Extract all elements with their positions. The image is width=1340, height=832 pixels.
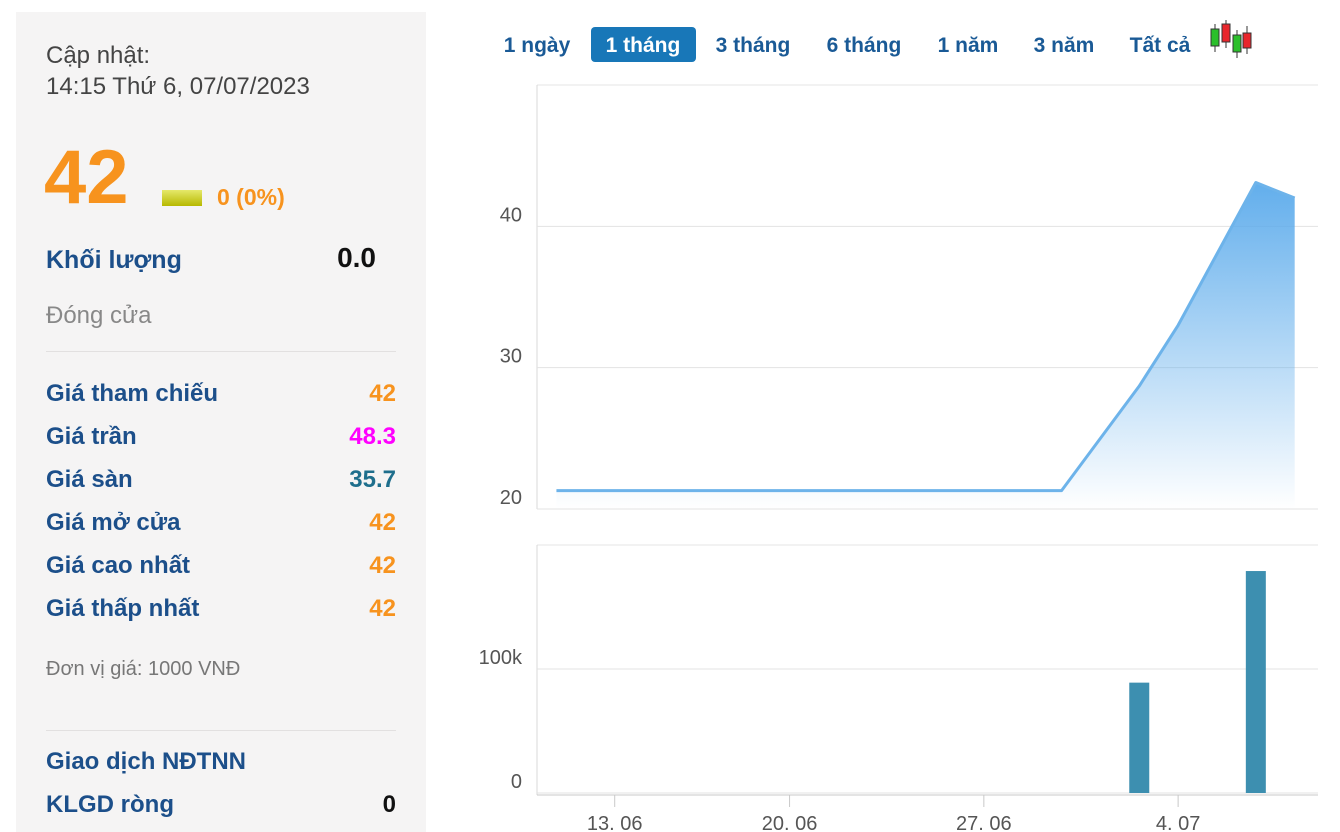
tab[interactable]: 6 tháng bbox=[827, 34, 902, 57]
row-label: Giá thấp nhất bbox=[46, 595, 200, 622]
y-tick-label: 20 bbox=[500, 487, 522, 509]
row-label: Giá mở cửa bbox=[46, 509, 181, 536]
net-value: 0 bbox=[382, 791, 396, 818]
price-line bbox=[556, 181, 1296, 493]
volume-bar bbox=[1245, 571, 1266, 793]
row-value: 42 bbox=[369, 509, 396, 536]
row-value: 42 bbox=[369, 380, 396, 407]
y-tick-label: 100k bbox=[479, 647, 523, 669]
unit-note: Đơn vị giá: 1000 VNĐ bbox=[46, 658, 241, 680]
x-tick-label: 13. 06 bbox=[587, 813, 643, 832]
change: 0 (0%) bbox=[217, 184, 285, 210]
divider bbox=[46, 351, 396, 352]
tab[interactable]: 1 tháng bbox=[606, 34, 681, 57]
x-tick-label: 4. 07 bbox=[1156, 813, 1200, 832]
volume: 0.0 bbox=[337, 242, 376, 273]
area-fill bbox=[556, 182, 1295, 509]
tab-active-bg bbox=[591, 27, 696, 62]
y-tick-label: 40 bbox=[500, 204, 522, 226]
price: 42 bbox=[44, 135, 129, 220]
tab[interactable]: 1 ngày bbox=[504, 34, 571, 57]
tab[interactable]: 1 năm bbox=[938, 34, 999, 57]
sidebar: Cập nhật: 14:15 Thứ 6, 07/07/2023 42 0 (… bbox=[16, 12, 426, 832]
row-label: Giá sàn bbox=[46, 466, 133, 493]
status: Đóng cửa bbox=[46, 302, 152, 329]
tab[interactable]: 3 năm bbox=[1034, 34, 1095, 57]
row-value: 48.3 bbox=[349, 423, 396, 450]
x-tick-label: 20. 06 bbox=[762, 813, 818, 832]
row-value: 42 bbox=[369, 595, 396, 622]
volume-label: Khối lượng bbox=[46, 246, 182, 274]
tab[interactable]: Tất cả bbox=[1130, 34, 1191, 57]
tab[interactable]: 3 tháng bbox=[716, 34, 791, 57]
foreign-title: Giao dịch NĐTNN bbox=[46, 748, 247, 775]
divider bbox=[46, 730, 396, 731]
y-tick-label: 30 bbox=[500, 346, 522, 368]
candle-icon[interactable] bbox=[1210, 20, 1252, 58]
row-label: Giá trần bbox=[46, 423, 137, 450]
y-tick-label: 0 bbox=[511, 771, 522, 793]
volume-bar bbox=[1129, 682, 1150, 793]
row-value: 42 bbox=[369, 552, 396, 579]
net-label: KLGD ròng bbox=[46, 791, 174, 818]
update-label: Cập nhật: bbox=[46, 42, 151, 69]
row-label: Giá tham chiếu bbox=[46, 380, 219, 407]
x-tick-label: 27. 06 bbox=[956, 813, 1012, 832]
change-icon bbox=[162, 190, 202, 206]
row-value: 35.7 bbox=[349, 466, 396, 493]
row-label: Giá cao nhất bbox=[46, 552, 191, 579]
update-time: 14:15 Thứ 6, 07/07/2023 bbox=[46, 73, 310, 100]
